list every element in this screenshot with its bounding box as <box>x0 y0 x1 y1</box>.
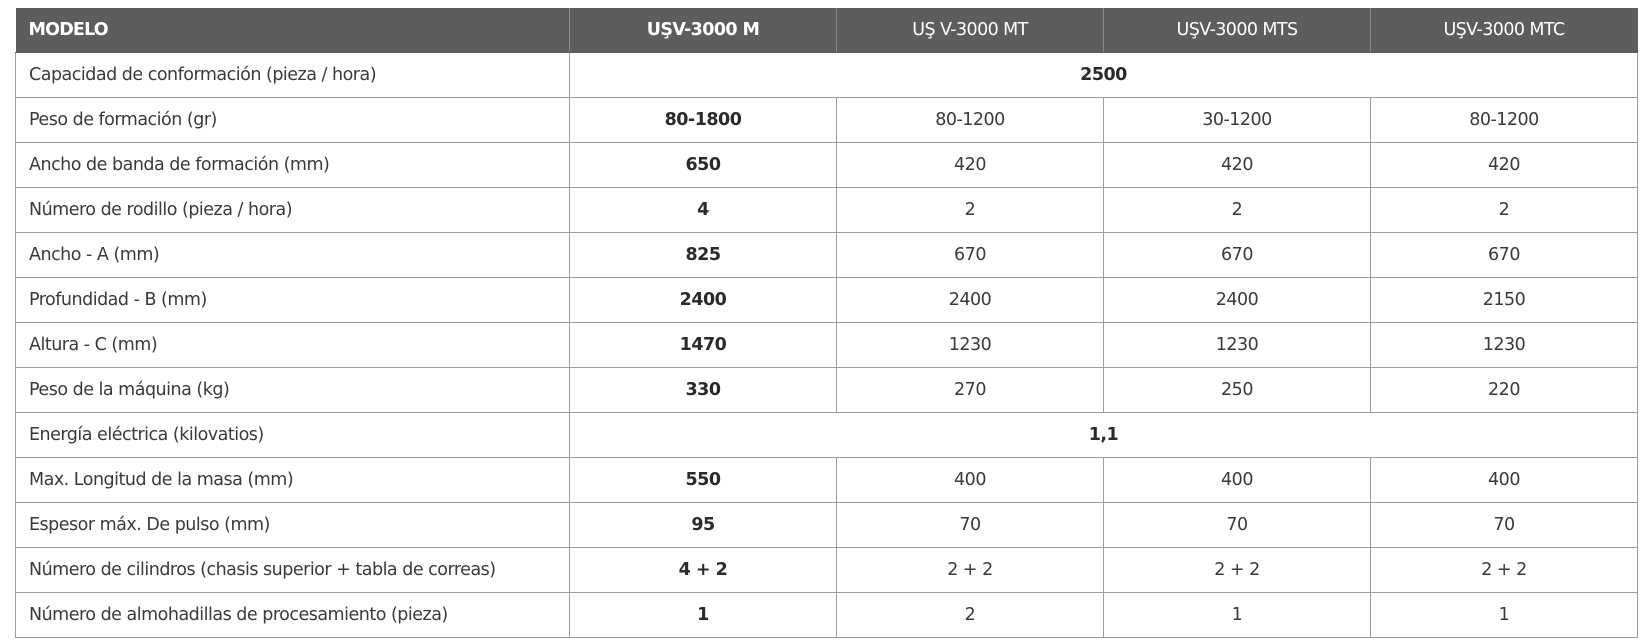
header-model: UŞV-3000 M <box>569 8 837 53</box>
table-cell: 70 <box>1370 502 1638 548</box>
table-row: Peso de formación (gr) 80-1800 80-1200 3… <box>15 97 1638 143</box>
table-cell: 670 <box>1370 232 1638 278</box>
table-cell: 220 <box>1370 367 1638 413</box>
table-cell: 2 <box>836 187 1104 233</box>
table-cell: 330 <box>569 367 837 413</box>
table-row: Capacidad de conformación (pieza / hora)… <box>15 52 1638 98</box>
row-label: Número de almohadillas de procesamiento … <box>15 592 570 638</box>
row-label: Espesor máx. De pulso (mm) <box>15 502 570 548</box>
table-row: Ancho - A (mm) 825 670 670 670 <box>15 232 1638 278</box>
table-cell: 2 <box>1103 187 1371 233</box>
table-row: Ancho de banda de formación (mm) 650 420… <box>15 142 1638 188</box>
table-cell: 670 <box>1103 232 1371 278</box>
spec-table: MODELO UŞV-3000 M UŞ V-3000 MT UŞV-3000 … <box>15 8 1638 638</box>
table-row: Peso de la máquina (kg) 330 270 250 220 <box>15 367 1638 413</box>
table-cell: 550 <box>569 457 837 503</box>
row-label: Profundidad - B (mm) <box>15 277 570 323</box>
merged-value: 2500 <box>569 52 1638 98</box>
row-label: Número de cilindros (chasis superior + t… <box>15 547 570 593</box>
table-cell: 2 + 2 <box>836 547 1104 593</box>
row-label: Ancho - A (mm) <box>15 232 570 278</box>
table-cell: 30-1200 <box>1103 97 1371 143</box>
table-cell: 2 + 2 <box>1370 547 1638 593</box>
table-cell: 2150 <box>1370 277 1638 323</box>
table-cell: 250 <box>1103 367 1371 413</box>
table-cell: 420 <box>836 142 1104 188</box>
table-row: Número de rodillo (pieza / hora) 4 2 2 2 <box>15 187 1638 233</box>
row-label: Capacidad de conformación (pieza / hora) <box>15 52 570 98</box>
header-model: UŞV-3000 MTC <box>1370 8 1638 53</box>
table-cell: 4 <box>569 187 837 233</box>
table-row: Número de almohadillas de procesamiento … <box>15 592 1638 638</box>
table-cell: 270 <box>836 367 1104 413</box>
table-cell: 1470 <box>569 322 837 368</box>
table-cell: 1230 <box>1370 322 1638 368</box>
table-cell: 670 <box>836 232 1104 278</box>
table-cell: 420 <box>1370 142 1638 188</box>
table-cell: 95 <box>569 502 837 548</box>
merged-value: 1,1 <box>569 412 1638 458</box>
table-cell: 80-1800 <box>569 97 837 143</box>
table-cell: 2400 <box>569 277 837 323</box>
header-label: MODELO <box>15 8 570 53</box>
row-label: Max. Longitud de la masa (mm) <box>15 457 570 503</box>
table-cell: 2400 <box>1103 277 1371 323</box>
table-cell: 400 <box>1103 457 1371 503</box>
table-row: Max. Longitud de la masa (mm) 550 400 40… <box>15 457 1638 503</box>
row-label: Número de rodillo (pieza / hora) <box>15 187 570 233</box>
table-cell: 650 <box>569 142 837 188</box>
table-cell: 2 <box>836 592 1104 638</box>
header-row: MODELO UŞV-3000 M UŞ V-3000 MT UŞV-3000 … <box>15 8 1638 53</box>
header-model: UŞV-3000 MTS <box>1103 8 1371 53</box>
row-label: Ancho de banda de formación (mm) <box>15 142 570 188</box>
table-cell: 70 <box>836 502 1104 548</box>
row-label: Peso de formación (gr) <box>15 97 570 143</box>
table-cell: 2400 <box>836 277 1104 323</box>
table-row: Energía eléctrica (kilovatios) 1,1 <box>15 412 1638 458</box>
table-cell: 1 <box>1370 592 1638 638</box>
table-cell: 80-1200 <box>1370 97 1638 143</box>
table-cell: 825 <box>569 232 837 278</box>
table-cell: 400 <box>1370 457 1638 503</box>
row-label: Peso de la máquina (kg) <box>15 367 570 413</box>
table-cell: 1230 <box>836 322 1104 368</box>
table-cell: 80-1200 <box>836 97 1104 143</box>
table-cell: 2 <box>1370 187 1638 233</box>
table-row: Espesor máx. De pulso (mm) 95 70 70 70 <box>15 502 1638 548</box>
table-row: Número de cilindros (chasis superior + t… <box>15 547 1638 593</box>
row-label: Energía eléctrica (kilovatios) <box>15 412 570 458</box>
table-row: Profundidad - B (mm) 2400 2400 2400 2150 <box>15 277 1638 323</box>
table-cell: 70 <box>1103 502 1371 548</box>
table-row: Altura - C (mm) 1470 1230 1230 1230 <box>15 322 1638 368</box>
table-cell: 420 <box>1103 142 1371 188</box>
table-cell: 1 <box>1103 592 1371 638</box>
header-model: UŞ V-3000 MT <box>836 8 1104 53</box>
table-cell: 4 + 2 <box>569 547 837 593</box>
table-cell: 1230 <box>1103 322 1371 368</box>
table-cell: 2 + 2 <box>1103 547 1371 593</box>
table-cell: 400 <box>836 457 1104 503</box>
row-label: Altura - C (mm) <box>15 322 570 368</box>
table-cell: 1 <box>569 592 837 638</box>
